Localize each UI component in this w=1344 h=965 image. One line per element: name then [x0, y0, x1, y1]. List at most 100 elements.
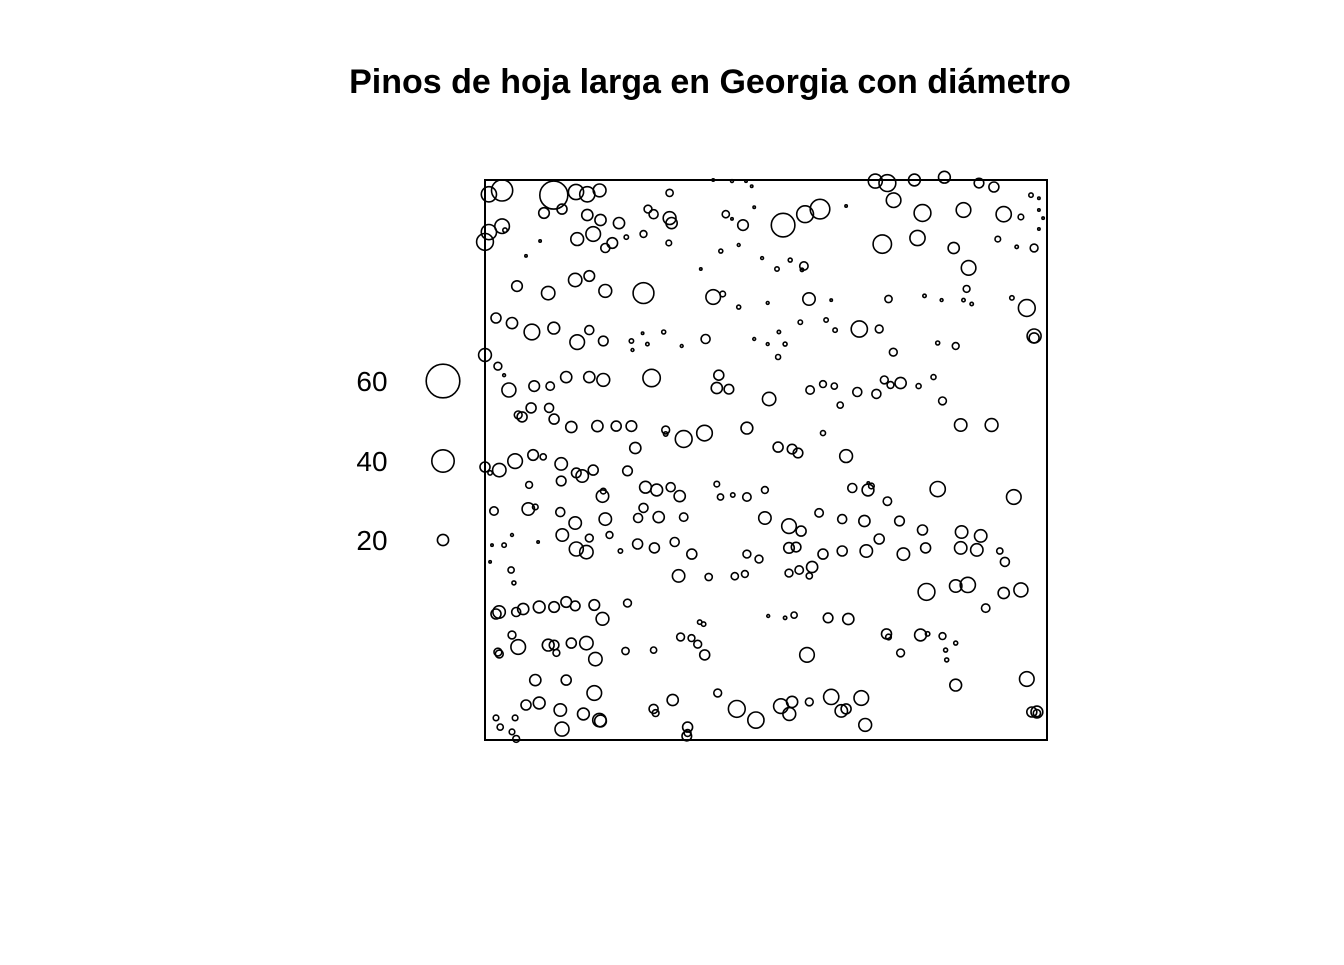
- data-point: [479, 461, 491, 473]
- data-point: [622, 598, 633, 608]
- data-point: [785, 695, 799, 709]
- data-point: [797, 319, 804, 326]
- data-point: [492, 714, 500, 722]
- data-point: [857, 717, 873, 733]
- data-point: [490, 178, 514, 202]
- data-point: [841, 612, 855, 626]
- data-point: [700, 333, 711, 345]
- data-point: [836, 513, 848, 525]
- data-point: [665, 481, 677, 493]
- data-point: [995, 205, 1013, 223]
- data-point: [953, 540, 968, 555]
- data-point: [770, 212, 796, 238]
- data-point: [973, 528, 988, 543]
- data-point: [858, 514, 871, 528]
- data-point: [937, 170, 952, 184]
- data-point: [817, 548, 829, 560]
- data-point: [554, 456, 569, 471]
- data-point: [953, 417, 968, 432]
- data-point: [578, 544, 594, 560]
- data-point: [773, 265, 780, 272]
- data-point: [510, 280, 524, 293]
- data-point: [623, 234, 630, 241]
- data-point: [786, 443, 798, 455]
- data-point: [729, 178, 735, 184]
- data-point: [930, 373, 937, 381]
- data-point: [552, 648, 561, 658]
- data-point: [578, 635, 594, 651]
- data-point: [555, 527, 570, 542]
- data-point: [568, 515, 583, 530]
- data-point: [761, 391, 777, 407]
- data-point: [784, 568, 794, 578]
- data-point: [599, 242, 611, 254]
- data-point: [938, 631, 947, 641]
- data-point: [948, 578, 963, 593]
- data-point: [480, 223, 498, 241]
- data-point: [765, 300, 770, 306]
- data-point: [795, 205, 815, 224]
- data-point: [782, 615, 788, 621]
- data-point: [729, 216, 734, 221]
- data-point: [871, 388, 882, 400]
- data-point: [494, 218, 511, 235]
- data-point: [948, 678, 963, 692]
- data-point: [1041, 216, 1046, 221]
- data-point: [606, 236, 619, 250]
- data-point: [678, 512, 689, 523]
- data-point: [507, 630, 517, 640]
- data-point: [638, 480, 653, 494]
- data-point: [569, 231, 585, 247]
- data-point: [969, 301, 975, 307]
- data-point: [649, 646, 658, 654]
- data-point: [511, 714, 519, 722]
- data-point: [832, 327, 839, 334]
- data-point: [960, 259, 977, 277]
- data-point: [719, 290, 727, 298]
- data-point: [660, 425, 671, 435]
- data-point: [955, 201, 972, 219]
- legend-label: 20: [356, 525, 387, 556]
- data-point: [695, 424, 714, 442]
- data-point: [730, 571, 740, 581]
- data-point: [879, 375, 889, 385]
- data-point: [888, 347, 898, 357]
- data-point: [638, 502, 649, 514]
- data-point: [540, 285, 556, 301]
- data-point: [798, 646, 816, 664]
- data-point: [556, 203, 568, 215]
- data-point: [491, 462, 507, 478]
- data-point: [523, 253, 528, 258]
- data-point: [882, 496, 893, 507]
- data-point: [511, 580, 517, 586]
- data-point: [644, 341, 650, 347]
- data-point: [560, 674, 573, 686]
- data-point: [896, 547, 911, 562]
- data-point: [740, 421, 754, 435]
- data-point: [749, 184, 754, 189]
- data-point: [692, 639, 703, 649]
- data-point: [673, 489, 687, 503]
- data-point: [564, 420, 578, 434]
- data-point: [501, 373, 507, 378]
- data-point: [595, 611, 610, 626]
- data-point: [480, 185, 498, 203]
- data-point: [698, 649, 711, 661]
- data-point: [917, 582, 936, 602]
- data-point: [757, 510, 772, 525]
- data-point: [621, 646, 630, 656]
- data-point: [489, 543, 494, 548]
- data-point: [822, 688, 840, 706]
- data-point: [894, 376, 907, 390]
- data-point: [872, 234, 893, 255]
- data-point: [937, 396, 948, 406]
- data-point: [765, 341, 770, 347]
- data-point: [823, 316, 830, 323]
- data-point: [995, 547, 1004, 555]
- data-point: [705, 288, 722, 306]
- data-point: [685, 548, 698, 560]
- data-point: [559, 370, 573, 384]
- data-point: [508, 728, 516, 736]
- data-point: [493, 361, 503, 371]
- data-point: [792, 447, 804, 459]
